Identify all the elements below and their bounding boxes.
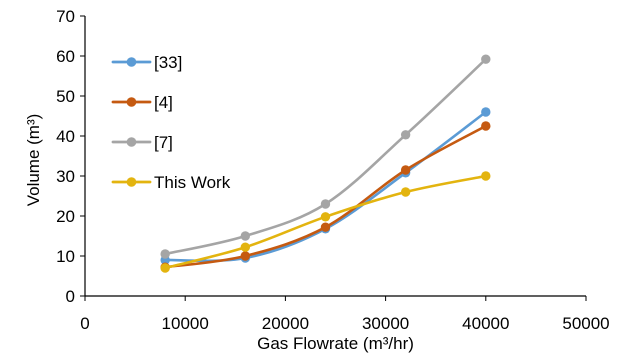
- x-axis-ticks: 0 10000 20000 30000 40000 50000: [80, 296, 610, 333]
- legend-marker: [126, 177, 137, 187]
- x-tick-label: 10000: [162, 314, 209, 333]
- x-tick-label: 0: [80, 314, 89, 333]
- data-point: [240, 231, 251, 241]
- series-3: [160, 54, 491, 259]
- y-tick-label: 20: [56, 207, 75, 226]
- x-tick-label: 40000: [462, 314, 509, 333]
- y-tick-label: 60: [56, 47, 75, 66]
- legend-label: [7]: [154, 133, 173, 152]
- x-tick-label: 30000: [362, 314, 409, 333]
- x-tick-label: 50000: [562, 314, 609, 333]
- data-point: [160, 249, 170, 259]
- legend-label: This Work: [154, 173, 231, 192]
- y-tick-label: 0: [66, 287, 75, 306]
- legend-item: This Work: [111, 173, 231, 192]
- series-2: [160, 121, 491, 272]
- data-point: [320, 222, 331, 232]
- y-tick-label: 30: [56, 167, 75, 186]
- data-point: [320, 212, 331, 222]
- legend-marker: [126, 137, 137, 147]
- legend-item: [7]: [111, 133, 173, 152]
- data-point: [400, 187, 411, 197]
- x-axis-title: Gas Flowrate (m³/hr): [257, 334, 414, 353]
- series-4: [160, 171, 491, 273]
- legend: [33] [4] [7] This Work: [111, 53, 231, 192]
- data-point: [400, 165, 411, 175]
- data-point: [240, 242, 251, 252]
- y-tick-label: 10: [56, 247, 75, 266]
- legend-item: [33]: [111, 53, 182, 72]
- data-point: [320, 199, 331, 209]
- data-point: [481, 54, 491, 64]
- legend-marker: [126, 97, 137, 107]
- y-axis-title: Volume (m³): [24, 114, 43, 207]
- y-tick-label: 50: [56, 87, 75, 106]
- data-point: [481, 107, 491, 117]
- data-point: [400, 130, 411, 140]
- legend-marker: [126, 57, 137, 67]
- data-point: [481, 171, 491, 181]
- data-point: [160, 263, 170, 273]
- y-axis-ticks: 0 10 20 30 40 50 60 70: [56, 7, 85, 306]
- legend-item: [4]: [111, 93, 173, 112]
- data-point: [481, 121, 491, 131]
- series-layer: [160, 54, 491, 273]
- legend-label: [4]: [154, 93, 173, 112]
- legend-label: [33]: [154, 53, 182, 72]
- x-tick-label: 20000: [262, 314, 309, 333]
- y-tick-label: 70: [56, 7, 75, 26]
- y-tick-label: 40: [56, 127, 75, 146]
- data-point: [240, 251, 251, 261]
